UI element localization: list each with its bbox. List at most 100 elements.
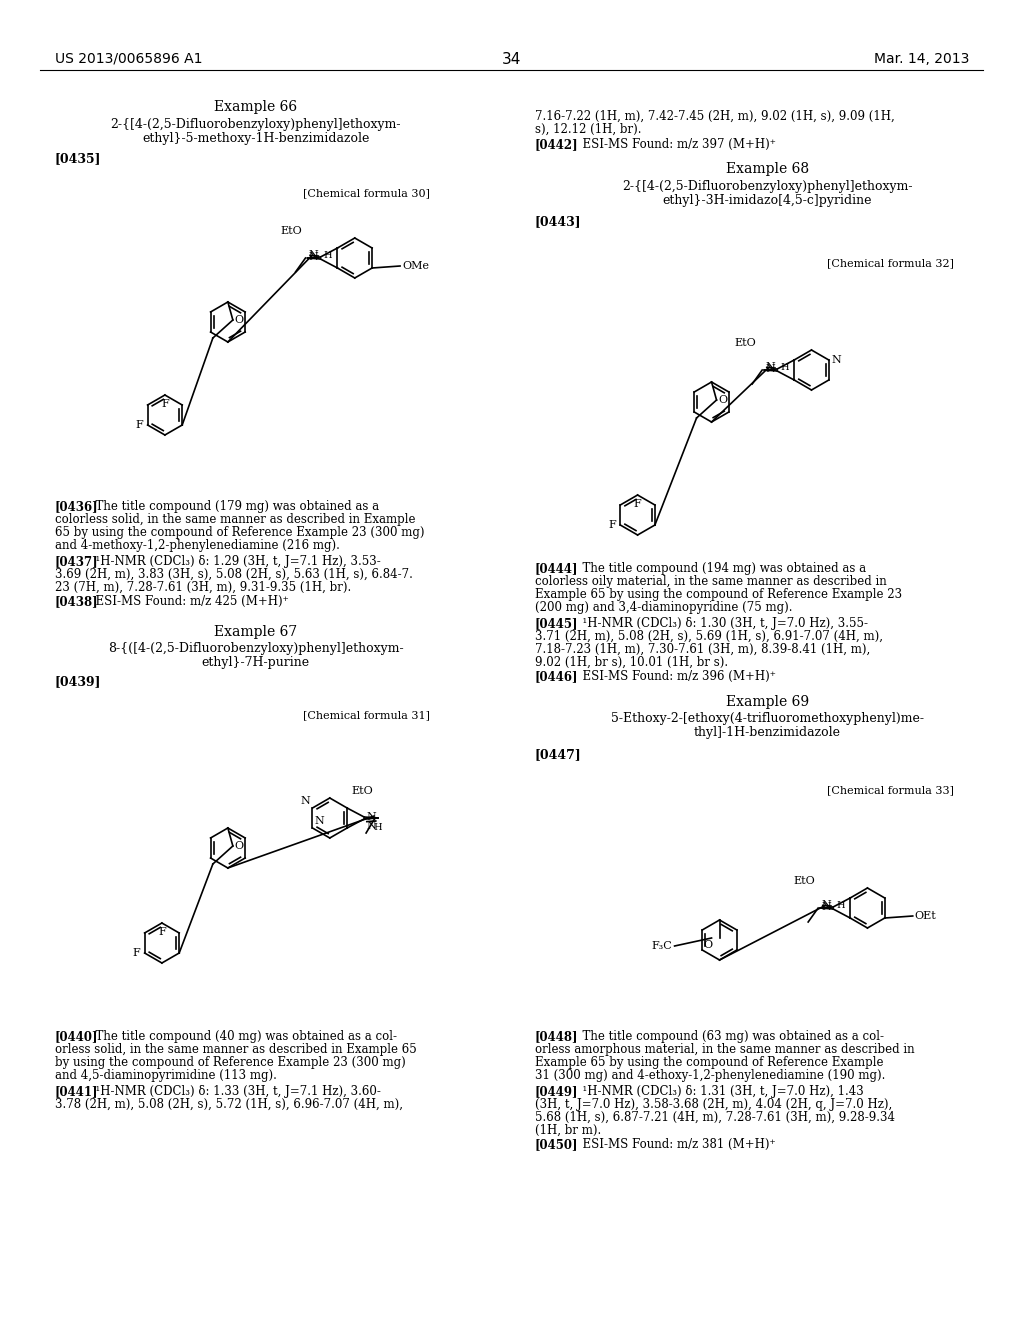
Text: ethyl}-7H-purine: ethyl}-7H-purine: [202, 656, 310, 669]
Text: (3H, t, J=7.0 Hz), 3.58-3.68 (2H, m), 4.04 (2H, q, J=7.0 Hz),: (3H, t, J=7.0 Hz), 3.58-3.68 (2H, m), 4.…: [535, 1098, 892, 1111]
Text: N: N: [314, 816, 325, 826]
Text: [0443]: [0443]: [535, 215, 582, 228]
Text: [0448]: [0448]: [535, 1030, 579, 1043]
Text: H: H: [324, 251, 332, 260]
Text: N: N: [308, 252, 318, 261]
Text: F: F: [158, 927, 166, 937]
Text: N: N: [765, 364, 775, 374]
Text: N: N: [765, 362, 775, 372]
Text: ESI-MS Found: m/z 397 (M+H)⁺: ESI-MS Found: m/z 397 (M+H)⁺: [574, 139, 775, 150]
Text: US 2013/0065896 A1: US 2013/0065896 A1: [55, 51, 203, 66]
Text: 31 (300 mg) and 4-ethoxy-1,2-phenylenediamine (190 mg).: 31 (300 mg) and 4-ethoxy-1,2-phenylenedi…: [535, 1069, 885, 1082]
Text: [Chemical formula 31]: [Chemical formula 31]: [303, 710, 430, 719]
Text: H: H: [373, 822, 382, 832]
Text: N: N: [821, 900, 831, 909]
Text: [0450]: [0450]: [535, 1138, 579, 1151]
Text: ¹H-NMR (CDCl₃) δ: 1.33 (3H, t, J=7.1 Hz), 3.60-: ¹H-NMR (CDCl₃) δ: 1.33 (3H, t, J=7.1 Hz)…: [88, 1085, 381, 1098]
Text: ESI-MS Found: m/z 381 (M+H)⁺: ESI-MS Found: m/z 381 (M+H)⁺: [574, 1138, 775, 1151]
Text: [0445]: [0445]: [535, 616, 579, 630]
Text: EtO: EtO: [734, 338, 756, 348]
Text: The title compound (179 mg) was obtained as a: The title compound (179 mg) was obtained…: [88, 500, 379, 513]
Text: N: N: [301, 796, 310, 807]
Text: 3.71 (2H, m), 5.08 (2H, s), 5.69 (1H, s), 6.91-7.07 (4H, m),: 3.71 (2H, m), 5.08 (2H, s), 5.69 (1H, s)…: [535, 630, 883, 643]
Text: 34: 34: [502, 51, 521, 67]
Text: ESI-MS Found: m/z 396 (M+H)⁺: ESI-MS Found: m/z 396 (M+H)⁺: [574, 671, 775, 682]
Text: Mar. 14, 2013: Mar. 14, 2013: [874, 51, 970, 66]
Text: F: F: [133, 948, 140, 958]
Text: 2-{[4-(2,5-Difluorobenzyloxy)phenyl]ethoxym-: 2-{[4-(2,5-Difluorobenzyloxy)phenyl]etho…: [623, 180, 912, 193]
Text: [0440]: [0440]: [55, 1030, 98, 1043]
Text: The title compound (63 mg) was obtained as a col-: The title compound (63 mg) was obtained …: [574, 1030, 884, 1043]
Text: [0442]: [0442]: [535, 139, 579, 150]
Text: [0435]: [0435]: [55, 152, 101, 165]
Text: [0446]: [0446]: [535, 671, 579, 682]
Text: 3.78 (2H, m), 5.08 (2H, s), 5.72 (1H, s), 6.96-7.07 (4H, m),: 3.78 (2H, m), 5.08 (2H, s), 5.72 (1H, s)…: [55, 1098, 403, 1111]
Text: 23 (7H, m), 7.28-7.61 (3H, m), 9.31-9.35 (1H, br).: 23 (7H, m), 7.28-7.61 (3H, m), 9.31-9.35…: [55, 581, 351, 594]
Text: O: O: [234, 841, 244, 851]
Text: F: F: [634, 499, 641, 510]
Text: 8-{([4-(2,5-Difluorobenzyloxy)phenyl]ethoxym-: 8-{([4-(2,5-Difluorobenzyloxy)phenyl]eth…: [108, 642, 403, 655]
Text: EtO: EtO: [351, 785, 373, 796]
Text: O: O: [719, 395, 728, 405]
Text: [0444]: [0444]: [535, 562, 579, 576]
Text: 7.16-7.22 (1H, m), 7.42-7.45 (2H, m), 9.02 (1H, s), 9.09 (1H,: 7.16-7.22 (1H, m), 7.42-7.45 (2H, m), 9.…: [535, 110, 894, 123]
Text: F₃C: F₃C: [652, 941, 673, 950]
Text: OEt: OEt: [914, 911, 937, 921]
Text: ethyl}-5-methoxy-1H-benzimidazole: ethyl}-5-methoxy-1H-benzimidazole: [142, 132, 370, 145]
Text: The title compound (40 mg) was obtained as a col-: The title compound (40 mg) was obtained …: [88, 1030, 397, 1043]
Text: F: F: [161, 399, 169, 409]
Text: colorless solid, in the same manner as described in Example: colorless solid, in the same manner as d…: [55, 513, 416, 525]
Text: [0449]: [0449]: [535, 1085, 579, 1098]
Text: and 4,5-diaminopyrimidine (113 mg).: and 4,5-diaminopyrimidine (113 mg).: [55, 1069, 276, 1082]
Text: colorless oily material, in the same manner as described in: colorless oily material, in the same man…: [535, 576, 887, 587]
Text: [0436]: [0436]: [55, 500, 98, 513]
Text: Example 69: Example 69: [726, 696, 809, 709]
Text: N: N: [308, 249, 318, 260]
Text: [Chemical formula 33]: [Chemical formula 33]: [827, 785, 954, 795]
Text: H: H: [837, 902, 845, 909]
Text: orless solid, in the same manner as described in Example 65: orless solid, in the same manner as desc…: [55, 1043, 417, 1056]
Text: 5.68 (1H, s), 6.87-7.21 (4H, m), 7.28-7.61 (3H, m), 9.28-9.34: 5.68 (1H, s), 6.87-7.21 (4H, m), 7.28-7.…: [535, 1111, 895, 1125]
Text: F: F: [136, 420, 143, 430]
Text: s), 12.12 (1H, br).: s), 12.12 (1H, br).: [535, 123, 641, 136]
Text: Example 66: Example 66: [214, 100, 297, 114]
Text: 9.02 (1H, br s), 10.01 (1H, br s).: 9.02 (1H, br s), 10.01 (1H, br s).: [535, 656, 728, 669]
Text: O: O: [703, 940, 712, 950]
Text: N: N: [821, 902, 831, 912]
Text: OMe: OMe: [402, 261, 429, 271]
Text: by using the compound of Reference Example 23 (300 mg): by using the compound of Reference Examp…: [55, 1056, 406, 1069]
Text: Example 65 by using the compound of Reference Example 23: Example 65 by using the compound of Refe…: [535, 587, 902, 601]
Text: 7.18-7.23 (1H, m), 7.30-7.61 (3H, m), 8.39-8.41 (1H, m),: 7.18-7.23 (1H, m), 7.30-7.61 (3H, m), 8.…: [535, 643, 870, 656]
Text: H: H: [780, 363, 788, 372]
Text: [0441]: [0441]: [55, 1085, 98, 1098]
Text: The title compound (194 mg) was obtained as a: The title compound (194 mg) was obtained…: [574, 562, 865, 576]
Text: O: O: [234, 315, 244, 325]
Text: (1H, br m).: (1H, br m).: [535, 1125, 601, 1137]
Text: orless amorphous material, in the same manner as described in: orless amorphous material, in the same m…: [535, 1043, 914, 1056]
Text: 3.69 (2H, m), 3.83 (3H, s), 5.08 (2H, s), 5.63 (1H, s), 6.84-7.: 3.69 (2H, m), 3.83 (3H, s), 5.08 (2H, s)…: [55, 568, 413, 581]
Text: N: N: [367, 812, 376, 822]
Text: 65 by using the compound of Reference Example 23 (300 mg): 65 by using the compound of Reference Ex…: [55, 525, 425, 539]
Text: 2-{[4-(2,5-Difluorobenzyloxy)phenyl]ethoxym-: 2-{[4-(2,5-Difluorobenzyloxy)phenyl]etho…: [111, 117, 401, 131]
Text: [0439]: [0439]: [55, 675, 101, 688]
Text: [0438]: [0438]: [55, 595, 98, 609]
Text: EtO: EtO: [281, 226, 302, 236]
Text: ¹H-NMR (CDCl₃) δ: 1.31 (3H, t, J=7.0 Hz), 1.43: ¹H-NMR (CDCl₃) δ: 1.31 (3H, t, J=7.0 Hz)…: [574, 1085, 863, 1098]
Text: ESI-MS Found: m/z 425 (M+H)⁺: ESI-MS Found: m/z 425 (M+H)⁺: [88, 595, 289, 609]
Text: thyl]-1H-benzimidazole: thyl]-1H-benzimidazole: [694, 726, 841, 739]
Text: N: N: [367, 821, 376, 832]
Text: [Chemical formula 32]: [Chemical formula 32]: [827, 257, 954, 268]
Text: Example 65 by using the compound of Reference Example: Example 65 by using the compound of Refe…: [535, 1056, 883, 1069]
Text: (200 mg) and 3,4-diaminopyridine (75 mg).: (200 mg) and 3,4-diaminopyridine (75 mg)…: [535, 601, 793, 614]
Text: ¹H-NMR (CDCl₃) δ: 1.29 (3H, t, J=7.1 Hz), 3.53-: ¹H-NMR (CDCl₃) δ: 1.29 (3H, t, J=7.1 Hz)…: [88, 554, 381, 568]
Text: F: F: [608, 520, 616, 531]
Text: N: N: [831, 355, 842, 366]
Text: EtO: EtO: [794, 876, 815, 886]
Text: [Chemical formula 30]: [Chemical formula 30]: [303, 187, 430, 198]
Text: ethyl}-3H-imidazo[4,5-c]pyridine: ethyl}-3H-imidazo[4,5-c]pyridine: [663, 194, 872, 207]
Text: Example 67: Example 67: [214, 624, 297, 639]
Text: and 4-methoxy-1,2-phenylenediamine (216 mg).: and 4-methoxy-1,2-phenylenediamine (216 …: [55, 539, 340, 552]
Text: [0437]: [0437]: [55, 554, 98, 568]
Text: ¹H-NMR (CDCl₃) δ: 1.30 (3H, t, J=7.0 Hz), 3.55-: ¹H-NMR (CDCl₃) δ: 1.30 (3H, t, J=7.0 Hz)…: [574, 616, 867, 630]
Text: Example 68: Example 68: [726, 162, 809, 176]
